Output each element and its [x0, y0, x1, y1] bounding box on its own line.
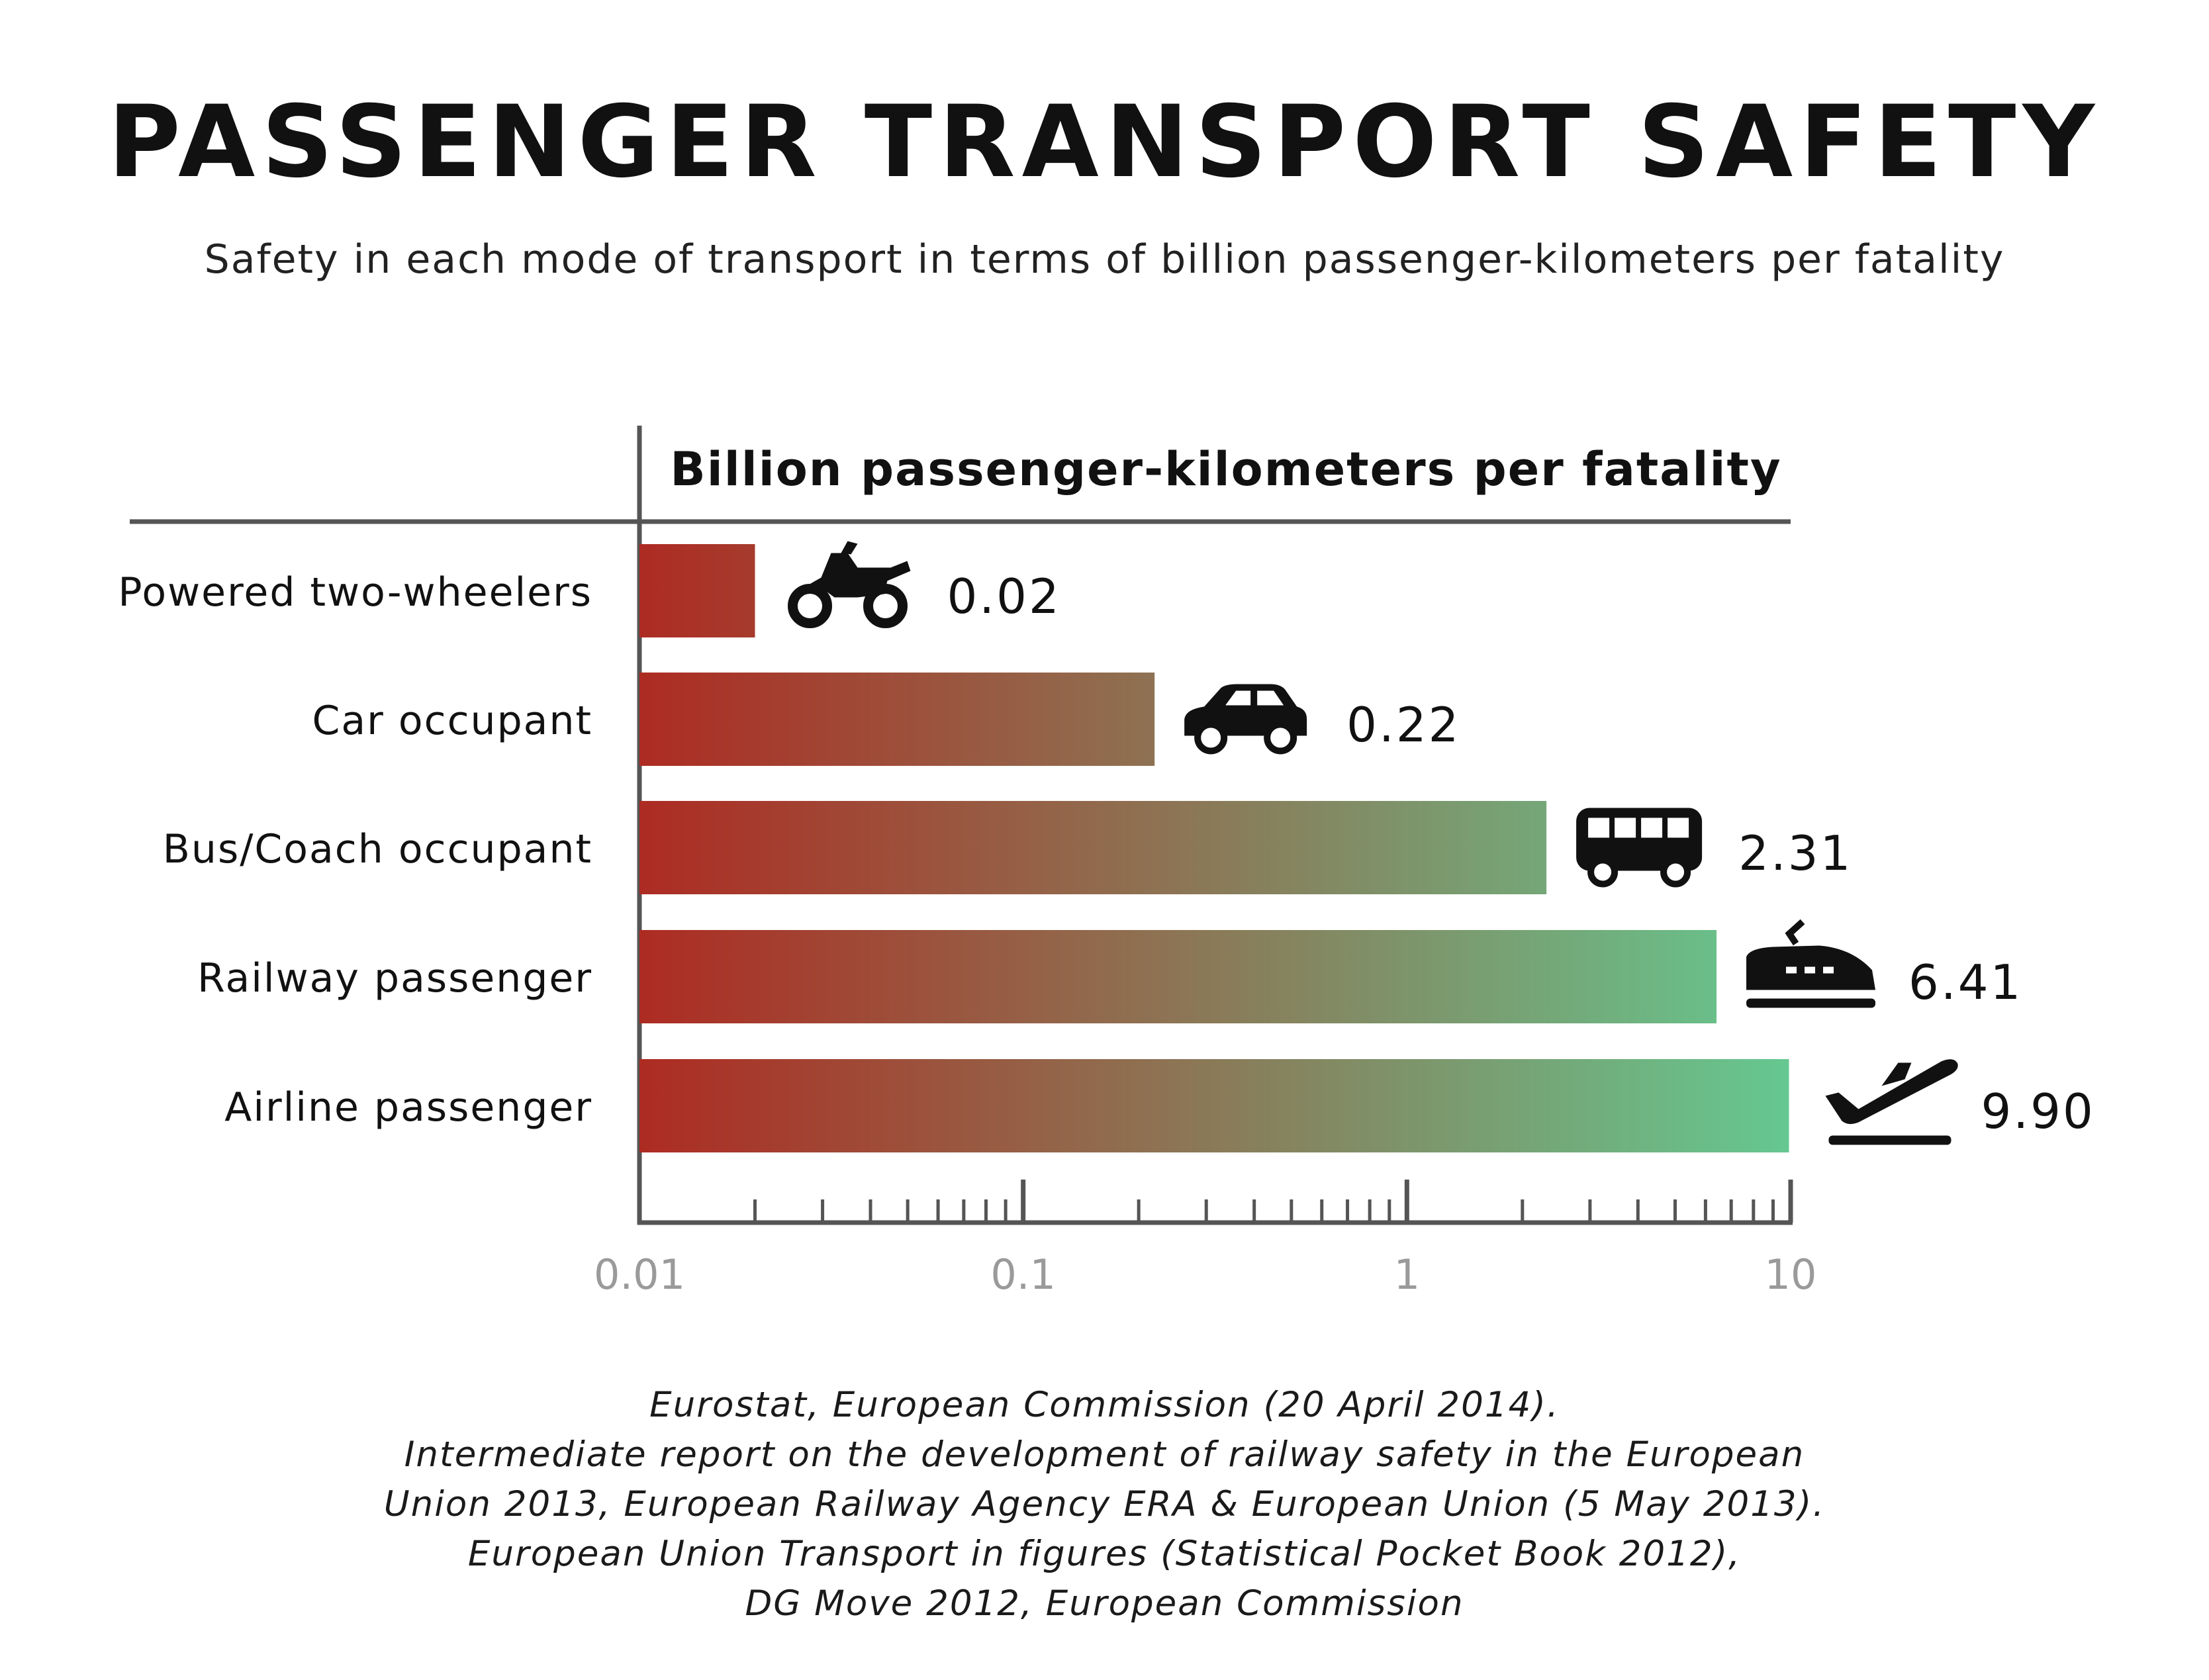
bus-icon: [1576, 808, 1703, 888]
x-tick-label: 10: [1765, 1250, 1817, 1299]
category-label: Car occupant: [312, 698, 592, 744]
source-citation: Eurostat, European Commission (20 April …: [0, 1380, 2209, 1628]
bar: [639, 1059, 1789, 1152]
car-icon: [1184, 684, 1307, 755]
value-label: 6.41: [1908, 955, 2022, 1010]
source-line: Eurostat, European Commission (20 April …: [649, 1385, 1560, 1425]
train-icon: [1746, 919, 1876, 1008]
source-line: DG Move 2012, European Commission: [745, 1583, 1464, 1624]
x-tick-label: 0.1: [990, 1250, 1056, 1299]
category-label: Bus/Coach occupant: [163, 826, 592, 872]
category-label: Powered two-wheelers: [118, 569, 592, 616]
bar: [639, 673, 1155, 766]
bar: [639, 930, 1717, 1023]
value-label: 2.31: [1738, 825, 1852, 881]
bar: [639, 544, 755, 637]
value-label: 0.02: [947, 569, 1060, 624]
value-label: 9.90: [1981, 1084, 2094, 1139]
x-tick-label: 1: [1394, 1250, 1420, 1299]
chart-header: Billion passenger-kilometers per fatalit…: [670, 442, 1781, 496]
chart-subtitle: Safety in each mode of transport in term…: [204, 236, 2005, 283]
chart-title: PASSENGER TRANSPORT SAFETY: [107, 85, 2102, 200]
bar-chart: Billion passenger-kilometers per fatalit…: [118, 426, 2094, 1299]
source-line: European Union Transport in figures (Sta…: [467, 1534, 1742, 1574]
source-line: Union 2013, European Railway Agency ERA …: [383, 1484, 1826, 1524]
category-label: Airline passenger: [224, 1084, 592, 1131]
source-line: Intermediate report on the development o…: [404, 1434, 1805, 1475]
airplane-icon: [1825, 1059, 1958, 1145]
value-label: 0.22: [1346, 697, 1460, 753]
bar: [639, 801, 1547, 894]
motorcycle-icon: [787, 541, 911, 628]
x-tick-label: 0.01: [594, 1250, 685, 1299]
category-label: Railway passenger: [197, 955, 592, 1002]
